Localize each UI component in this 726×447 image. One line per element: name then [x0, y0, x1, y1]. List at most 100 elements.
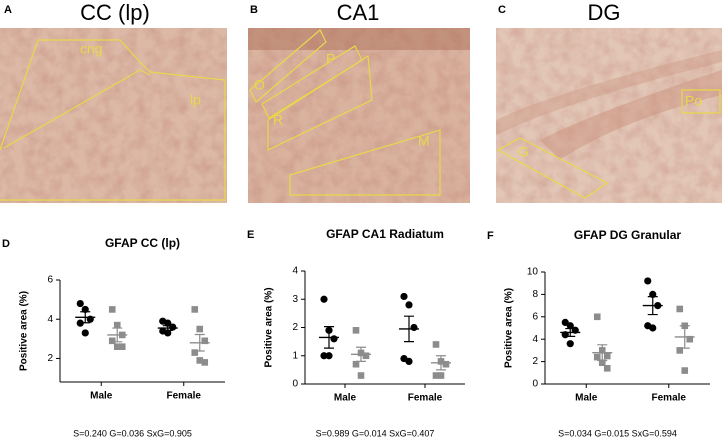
- data-point: [196, 325, 204, 333]
- panel-title: CA1: [337, 0, 380, 25]
- error-bar: [436, 355, 446, 371]
- chart-title: GFAP DG Granular: [574, 228, 681, 242]
- error-bar: [647, 296, 658, 316]
- data-point: [686, 335, 694, 343]
- data-point: [681, 367, 689, 374]
- panel-label: D: [2, 238, 10, 250]
- data-point: [405, 357, 413, 365]
- data-point: [108, 337, 116, 345]
- data-point: [118, 343, 126, 350]
- error-bar: [162, 325, 173, 332]
- panel-label: C: [498, 4, 506, 16]
- y-tick-label: 4: [292, 266, 298, 277]
- data-point: [649, 324, 657, 332]
- region-outline: [0, 29, 721, 201]
- y-tick-label: 0: [292, 379, 298, 390]
- data-point: [164, 319, 172, 327]
- panel-label: A: [4, 4, 12, 16]
- data-point: [437, 372, 445, 379]
- region-label: cng: [80, 41, 103, 57]
- y-tick-label: 3: [292, 294, 298, 305]
- data-point: [362, 352, 370, 360]
- region-label: M: [418, 133, 430, 149]
- y-tick-label: 2: [47, 353, 53, 364]
- x-tick-label: Female: [167, 391, 202, 402]
- error-bar: [80, 311, 91, 324]
- y-tick-label: 10: [527, 267, 539, 278]
- data-point: [603, 352, 611, 360]
- error-bar: [324, 326, 334, 349]
- data-point: [325, 352, 333, 360]
- y-tick-label: 6: [47, 275, 53, 286]
- region-label: R: [273, 112, 283, 128]
- data-point: [113, 321, 121, 329]
- panel-title: CC (lp): [80, 0, 150, 25]
- error-bar: [356, 346, 366, 362]
- data-point: [644, 277, 652, 285]
- data-point: [352, 360, 360, 368]
- stats-note: S=0.240 G=0.036 SxG=0.905: [73, 428, 192, 438]
- data-point: [320, 352, 328, 360]
- region-label: O: [254, 77, 265, 93]
- error-bar: [565, 327, 576, 337]
- data-point: [169, 323, 177, 331]
- data-point: [598, 359, 606, 367]
- panel-title: DG: [588, 0, 621, 25]
- data-point: [191, 349, 199, 356]
- region-label: P: [326, 51, 335, 67]
- data-point: [196, 357, 204, 364]
- data-point: [164, 329, 172, 337]
- stats-note: S=0.034 G=0.015 SxG=0.594: [558, 428, 677, 438]
- data-point: [357, 372, 365, 379]
- y-tick-label: 4: [532, 334, 538, 345]
- error-bar: [597, 344, 608, 362]
- region-label: Po: [685, 93, 702, 109]
- data-point: [320, 295, 328, 303]
- micrograph: [0, 28, 722, 203]
- region-label: lp: [190, 92, 201, 108]
- x-tick-label: Female: [652, 393, 687, 404]
- data-point: [442, 360, 450, 368]
- y-tick-label: 8: [532, 289, 538, 300]
- data-point: [566, 322, 574, 330]
- data-point: [405, 301, 413, 309]
- data-point: [201, 337, 209, 345]
- data-point: [432, 341, 440, 348]
- data-point: [352, 327, 360, 334]
- panel-label: E: [247, 229, 254, 241]
- error-bar: [194, 333, 205, 352]
- data-point: [593, 313, 601, 321]
- data-point: [201, 359, 209, 366]
- y-axis-label: Positive area (%): [504, 288, 515, 368]
- data-point: [432, 372, 440, 379]
- data-point: [676, 347, 684, 354]
- data-point: [676, 305, 684, 313]
- data-point: [400, 292, 408, 301]
- error-bar: [404, 315, 414, 343]
- data-point: [191, 306, 199, 313]
- panel-label: F: [487, 230, 494, 242]
- error-bar: [679, 325, 690, 349]
- x-tick-label: Male: [334, 393, 357, 404]
- data-point: [593, 353, 601, 361]
- data-point: [603, 365, 611, 372]
- y-tick-label: 2: [292, 322, 298, 333]
- y-axis-label: Positive area (%): [264, 287, 275, 367]
- y-tick-label: 1: [292, 350, 298, 361]
- region-label: G: [518, 144, 529, 160]
- x-tick-label: Female: [408, 393, 443, 404]
- y-tick-label: 6: [532, 311, 538, 322]
- x-tick-label: Male: [90, 391, 113, 402]
- chart-title: GFAP CA1 Radiatum: [326, 227, 444, 241]
- x-tick-label: Male: [575, 393, 598, 404]
- error-bar: [112, 327, 123, 343]
- data-point: [81, 329, 89, 337]
- data-point: [76, 299, 84, 308]
- stats-note: S=0.989 G=0.014 SxG=0.407: [316, 428, 435, 438]
- data-point: [330, 335, 338, 343]
- y-tick-label: 4: [47, 314, 53, 325]
- y-axis-label: Positive area (%): [19, 291, 30, 371]
- data-point: [410, 323, 418, 332]
- data-point: [108, 306, 116, 313]
